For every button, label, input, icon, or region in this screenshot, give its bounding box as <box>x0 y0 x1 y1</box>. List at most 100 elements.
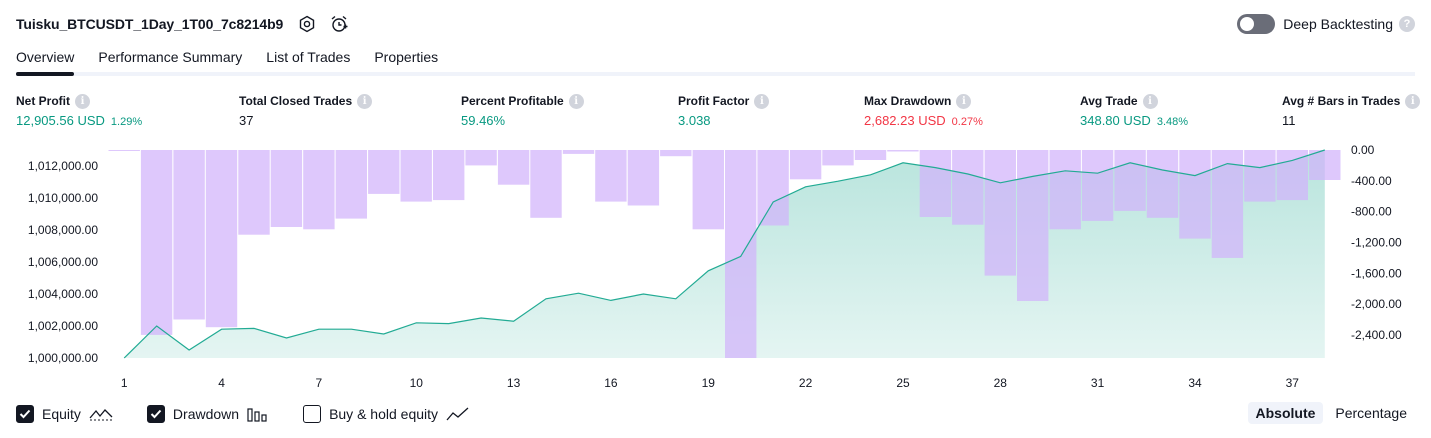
metric-label: Net Profit <box>16 94 70 108</box>
drawdown-bar <box>789 150 822 180</box>
x-axis-tick-label: 31 <box>1091 376 1105 390</box>
left-axis-tick-label: 1,010,000.00 <box>28 191 98 205</box>
legend-label: Buy & hold equity <box>329 406 439 422</box>
chart-legend: Equity Drawdown Buy & hold equity <box>16 404 504 424</box>
settings-icon[interactable] <box>297 14 317 34</box>
drawdown-bar <box>1017 150 1049 301</box>
x-axis-tick-label: 16 <box>604 376 618 390</box>
legend-label: Equity <box>42 406 81 422</box>
drawdown-bar <box>919 150 952 217</box>
right-axis-tick-label: -1,200.00 <box>1351 235 1402 249</box>
drawdown-bar <box>595 150 627 202</box>
legend-drawdown[interactable]: Drawdown <box>146 405 269 423</box>
drawdown-bar <box>1276 150 1308 201</box>
metric-label: Total Closed Trades <box>239 94 353 108</box>
drawdown-bar <box>270 150 303 227</box>
drawdown-bar <box>1211 150 1244 258</box>
legend-buy-hold-equity[interactable]: Buy & hold equity <box>303 405 470 423</box>
info-icon[interactable]: i <box>568 93 584 109</box>
right-axis-tick-label: -2,400.00 <box>1351 328 1402 342</box>
drawdown-bar <box>400 150 432 202</box>
drawdown-bar <box>1114 150 1146 211</box>
buy-hold-checkbox[interactable] <box>303 405 322 423</box>
x-axis-tick-label: 34 <box>1188 376 1202 390</box>
info-icon[interactable]: i <box>754 93 770 109</box>
percentage-button[interactable]: Percentage <box>1335 405 1407 421</box>
info-icon[interactable]: i <box>75 93 90 109</box>
drawdown-bar <box>984 150 1016 276</box>
strategy-header: Tuisku_BTCUSDT_1Day_1T00_7c8214b9 <box>16 12 349 36</box>
drawdown-bar <box>303 150 335 230</box>
drawdown-bar <box>822 150 854 166</box>
drawdown-bar <box>368 150 400 194</box>
left-axis-tick-label: 1,002,000.00 <box>28 319 98 333</box>
drawdown-bar <box>1146 150 1179 218</box>
metric-percent: 1.29% <box>110 116 143 128</box>
drawdown-bar <box>1244 150 1276 202</box>
drawdown-bar <box>627 150 660 206</box>
drawdown-bar <box>140 150 173 335</box>
tab-performance-summary[interactable]: Performance Summary <box>98 49 243 65</box>
metric-value: 2,682.23 USD <box>864 113 946 128</box>
info-icon[interactable]: i <box>357 93 373 109</box>
tab-properties[interactable]: Properties <box>374 49 439 65</box>
drawdown-bar <box>497 150 530 185</box>
info-icon[interactable]: i <box>956 93 972 109</box>
right-axis-tick-label: -1,600.00 <box>1351 266 1402 280</box>
tab-overview[interactable]: Overview <box>16 44 75 76</box>
legend-label: Drawdown <box>172 406 240 422</box>
metric-total-closed-trades: Total Closed Trades i 37 <box>239 93 373 129</box>
metric-value: 11 <box>1282 113 1296 128</box>
x-axis-tick-label: 22 <box>799 376 813 390</box>
drawdown-bar <box>1179 150 1211 239</box>
x-axis-tick-label: 7 <box>316 376 323 390</box>
help-icon[interactable]: ? <box>1399 16 1415 32</box>
drawdown-bar <box>205 150 238 328</box>
equity-line <box>123 149 1325 359</box>
metric-value: 59.46% <box>461 113 506 128</box>
absolute-button[interactable]: Absolute <box>1247 402 1324 424</box>
metric-net-profit: Net Profit i 12,905.56 USD 1.29% <box>16 93 142 129</box>
deep-backtesting-toggle[interactable] <box>1237 14 1276 34</box>
metric-value: 12,905.56 USD <box>16 113 105 128</box>
metric-percent: 0.27% <box>951 116 983 128</box>
x-axis-tick-label: 1 <box>121 376 128 390</box>
metric-percent-profitable: Percent Profitable i 59.46% <box>461 93 584 129</box>
drawdown-bar <box>173 150 205 320</box>
metric-profit-factor: Profit Factor i 3.038 <box>678 93 770 129</box>
info-icon[interactable]: i <box>1405 93 1421 109</box>
drawdown-bar <box>1081 150 1114 221</box>
left-axis-tick-label: 1,012,000.00 <box>28 159 98 173</box>
drawdown-bar <box>108 150 140 151</box>
equity-checkbox[interactable] <box>16 405 34 423</box>
drawdown-bar <box>335 150 367 219</box>
drawdown-bar <box>1049 150 1081 230</box>
right-axis-tick-label: -400.00 <box>1351 174 1392 188</box>
equity-line-icon <box>89 406 113 422</box>
drawdown-bar <box>660 150 692 157</box>
drawdown-checkbox[interactable] <box>146 405 165 423</box>
equity-drawdown-chart[interactable]: 1,012,000.00 1,010,000.00 1,008,000.00 1,00… <box>0 140 1431 395</box>
metric-value: 37 <box>239 113 254 128</box>
drawdown-bar <box>952 150 984 225</box>
drawdown-bar <box>433 150 465 201</box>
right-axis-tick-label: 0.00 <box>1351 143 1375 157</box>
drawdown-bar <box>238 150 270 235</box>
info-icon[interactable]: i <box>1142 93 1158 109</box>
tab-list-of-trades[interactable]: List of Trades <box>266 49 351 65</box>
x-axis-tick-label: 19 <box>702 376 716 390</box>
drawdown-bar <box>757 150 789 226</box>
alarm-icon[interactable] <box>329 14 349 34</box>
left-axis-tick-label: 1,006,000.00 <box>28 255 98 269</box>
metric-label: Avg Trade <box>1080 94 1138 108</box>
legend-equity[interactable]: Equity <box>16 405 113 423</box>
drawdown-bar <box>887 150 919 152</box>
drawdown-bar <box>1309 150 1341 180</box>
display-mode-switch: Absolute Percentage <box>1244 402 1416 424</box>
drawdown-bars-icon <box>247 406 269 422</box>
left-axis-tick-label: 1,008,000.00 <box>28 223 98 237</box>
drawdown-bar <box>725 150 757 358</box>
strategy-title: Tuisku_BTCUSDT_1Day_1T00_7c8214b9 <box>16 16 284 32</box>
metric-label: Profit Factor <box>678 94 750 108</box>
x-axis-tick-label: 28 <box>994 376 1008 390</box>
